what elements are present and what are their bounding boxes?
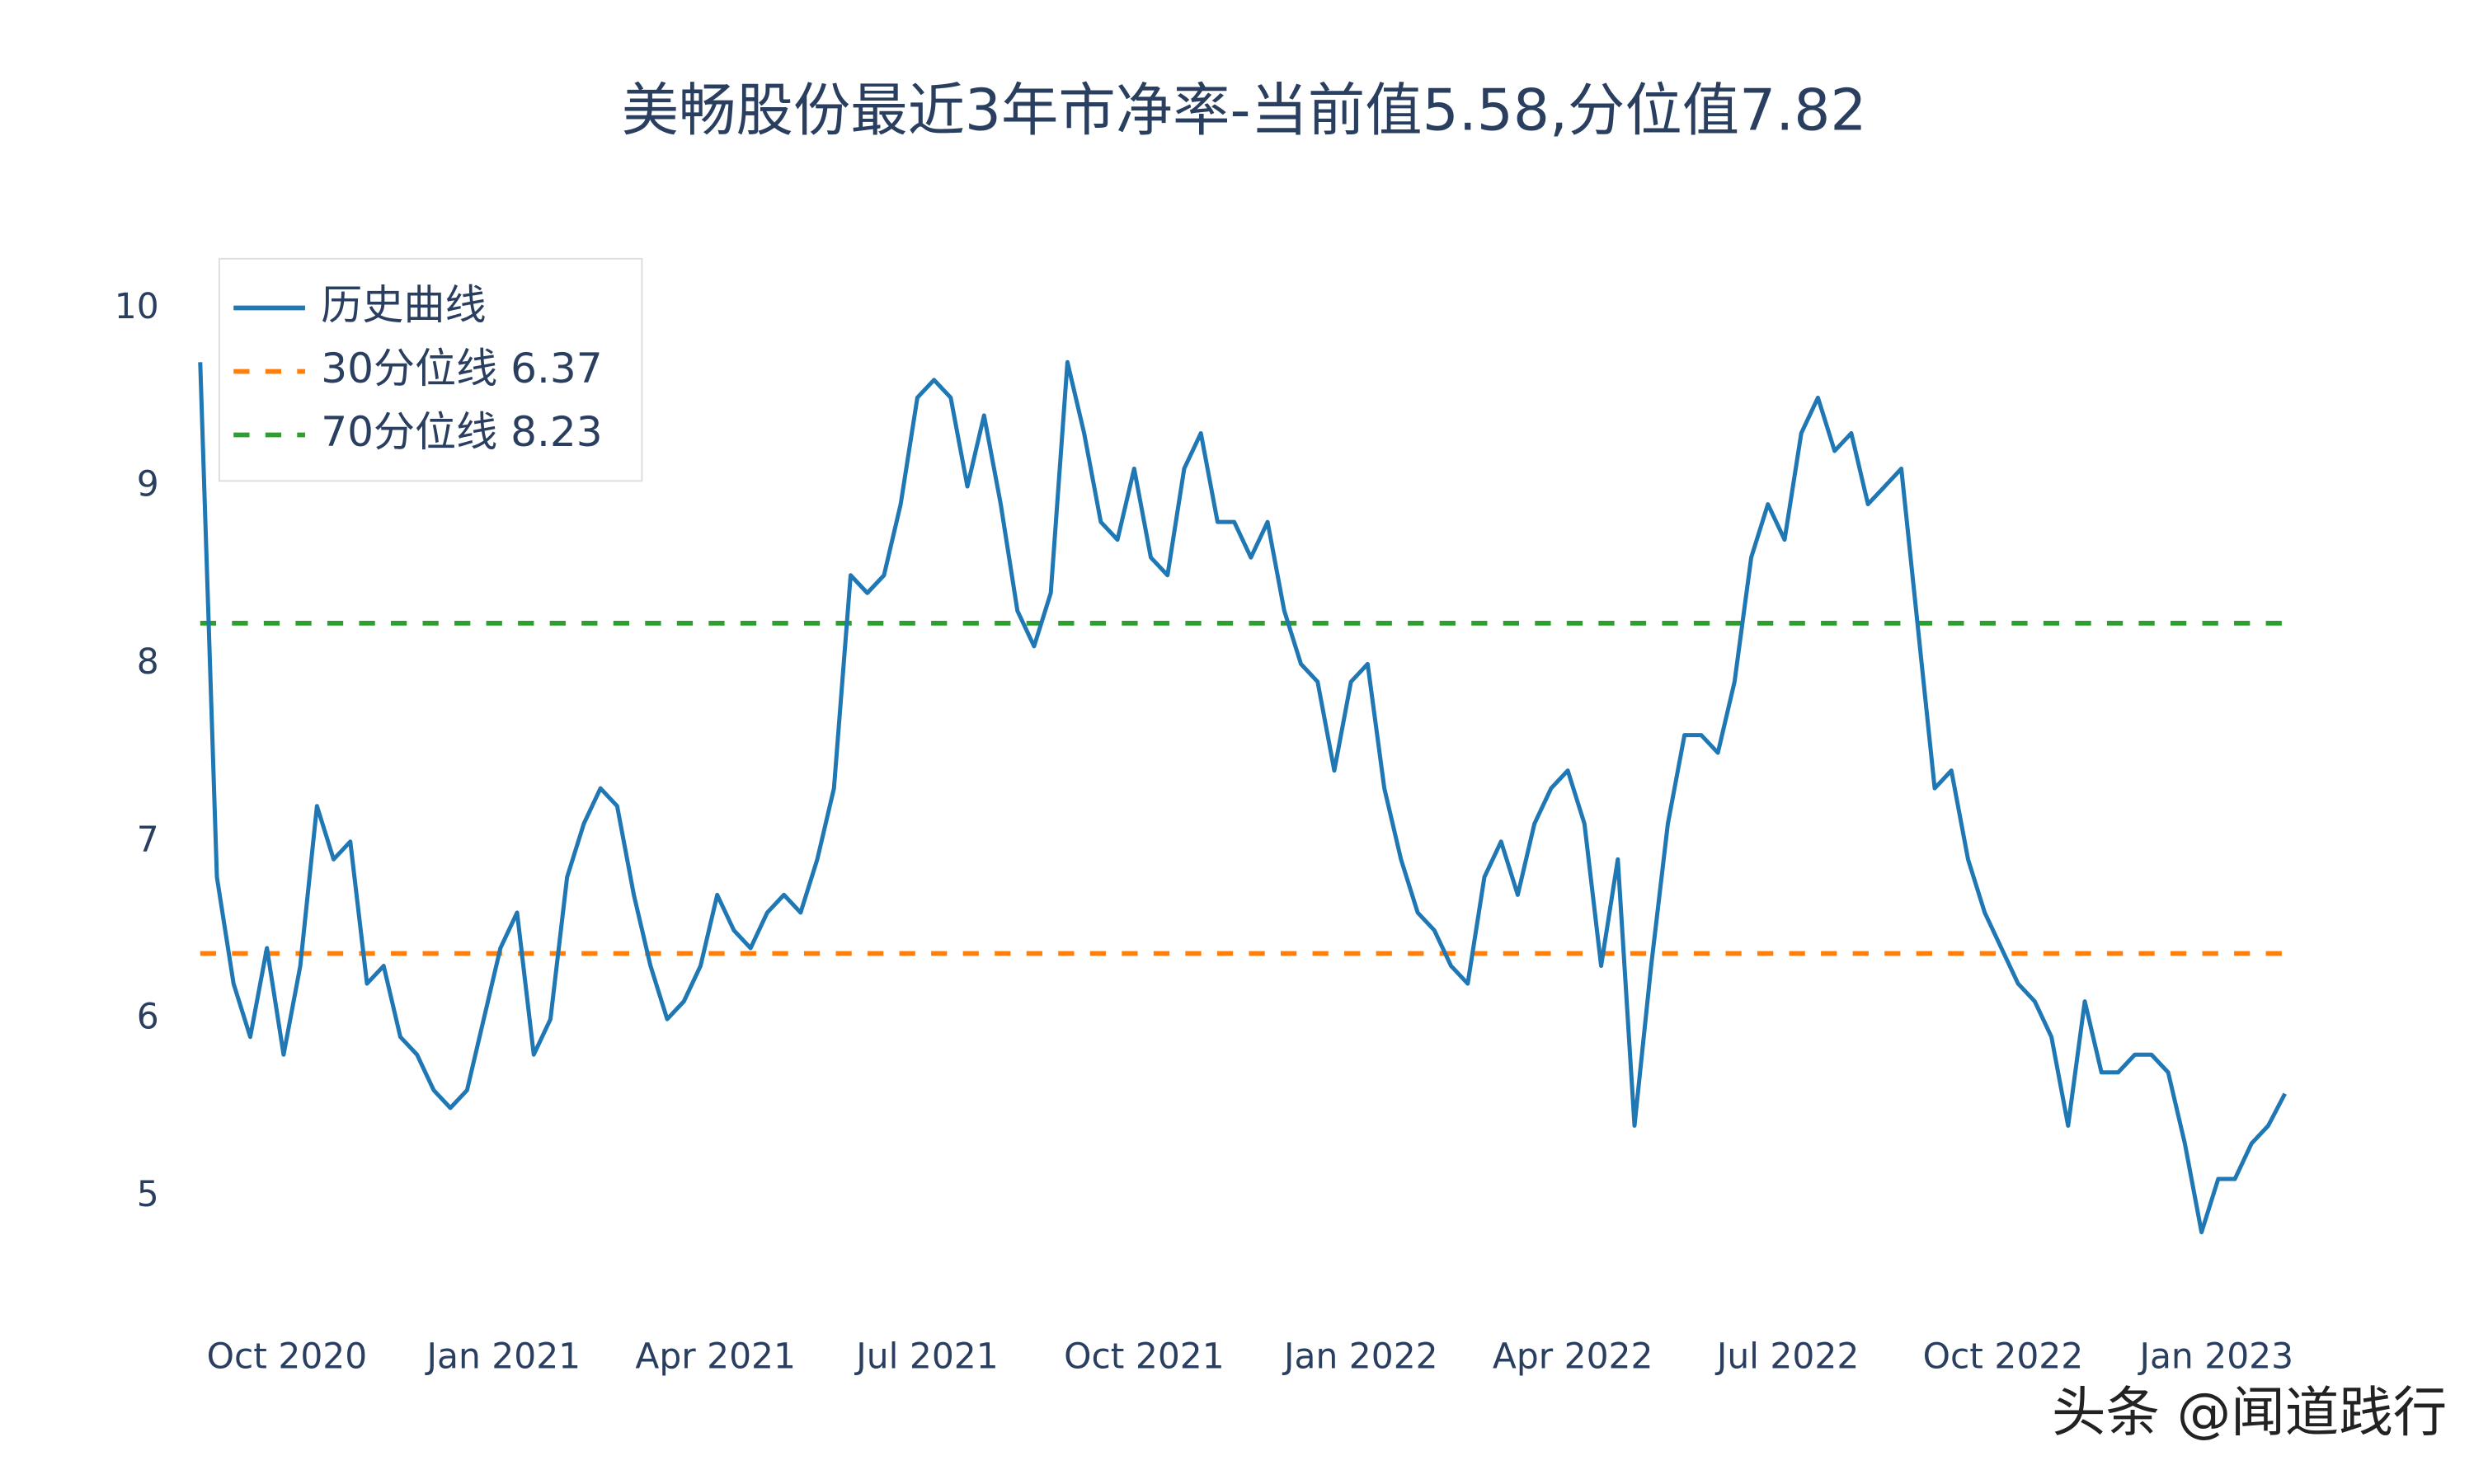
line-series <box>198 359 2287 1235</box>
y-tick-label: 10 <box>115 286 159 326</box>
legend-label: 70分位线 8.23 <box>321 408 602 456</box>
y-tick-label: 5 <box>137 1174 159 1214</box>
y-tick-label: 6 <box>137 997 159 1037</box>
x-tick-label: Jan 2022 <box>1282 1336 1438 1376</box>
x-tick-label: Oct 2022 <box>1923 1336 2084 1376</box>
legend-label: 30分位线 6.37 <box>321 345 602 392</box>
x-tick-label: Oct 2021 <box>1064 1336 1225 1376</box>
x-tick-label: Apr 2022 <box>1493 1336 1653 1376</box>
chart-title: 美畅股份最近3年市净率-当前值5.58,分位值7.82 <box>622 78 1867 144</box>
legend-box <box>218 257 643 482</box>
x-tick-label: Jul 2022 <box>1714 1336 1859 1376</box>
x-tick-label: Apr 2021 <box>635 1336 796 1376</box>
x-tick-label: Jan 2023 <box>2137 1336 2293 1376</box>
x-tick-label: Jan 2021 <box>425 1336 581 1376</box>
watermark: 头条 @闻道践行 <box>2052 1381 2447 1444</box>
y-tick-label: 9 <box>137 464 159 505</box>
y-tick-label: 8 <box>137 641 159 682</box>
x-tick-label: Jul 2021 <box>854 1336 998 1376</box>
x-tick-label: Oct 2020 <box>207 1336 368 1376</box>
y-tick-label: 7 <box>137 819 159 859</box>
legend-label: 历史曲线 <box>321 281 486 329</box>
